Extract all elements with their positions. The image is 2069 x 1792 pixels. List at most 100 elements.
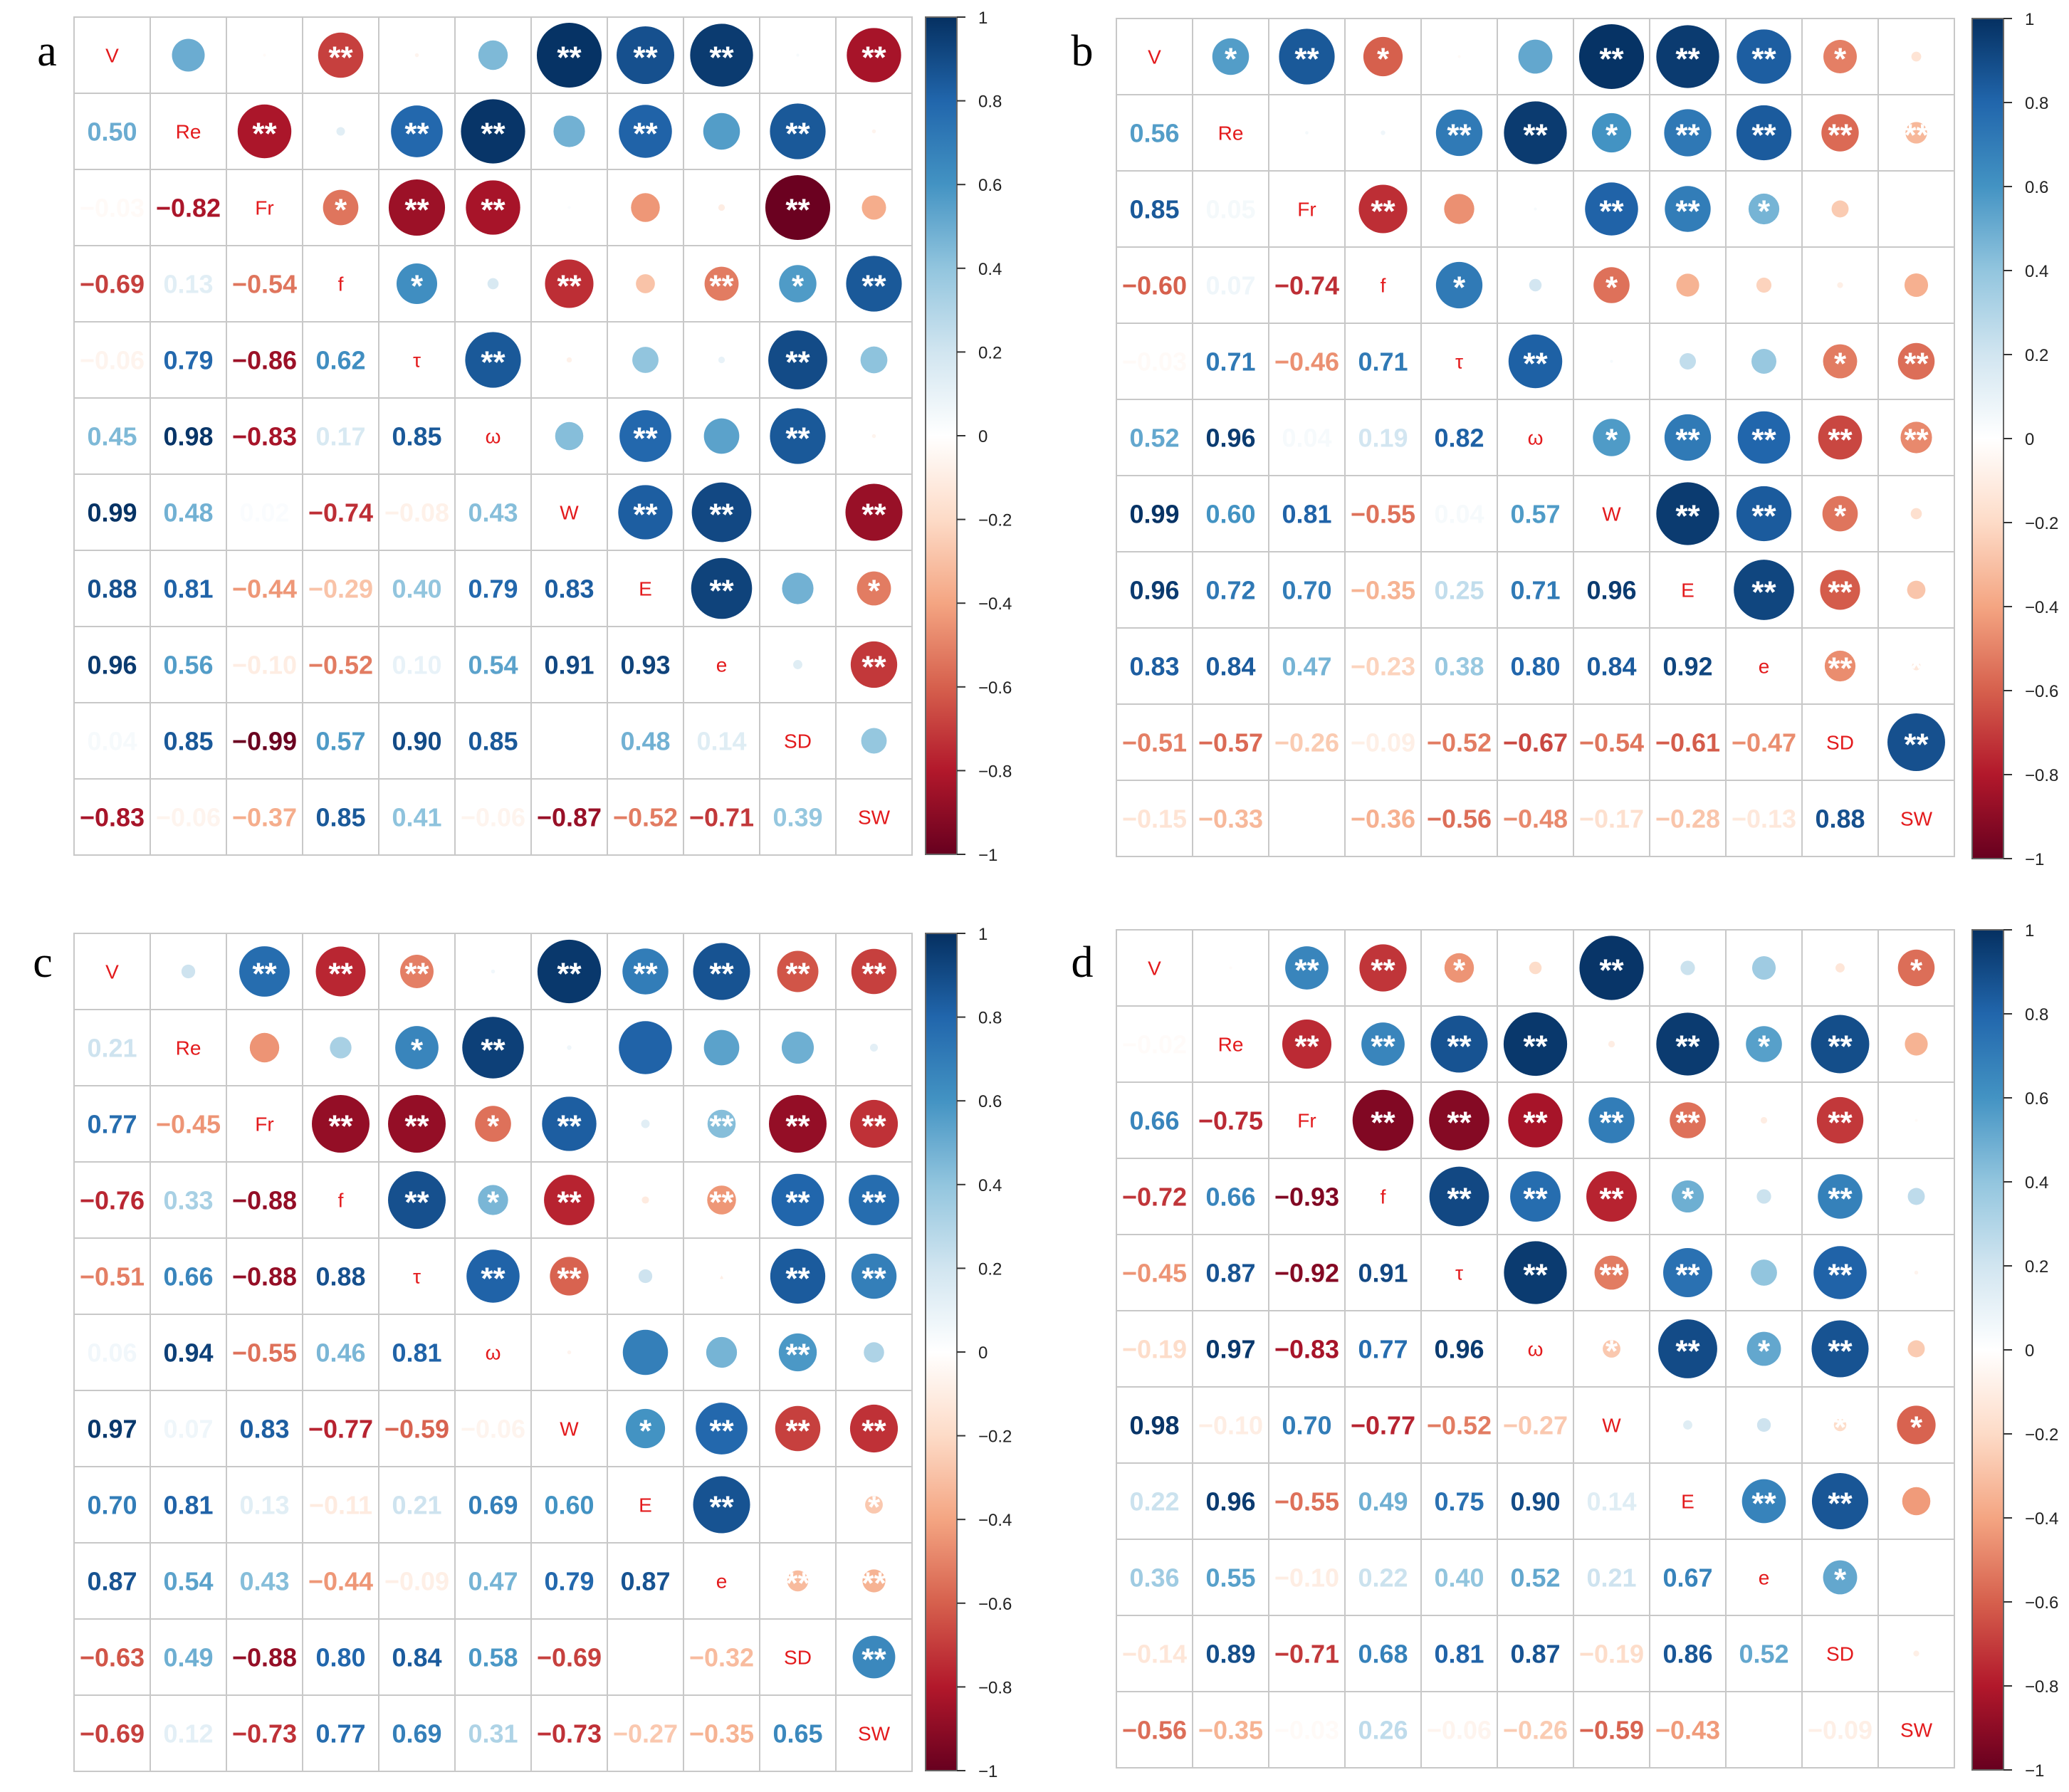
- correlation-value: 0.36: [1129, 1563, 1179, 1593]
- significance-mark: **: [1828, 1106, 1853, 1141]
- correlation-value: 0.87: [87, 1567, 137, 1596]
- significance-mark: *: [1682, 1182, 1695, 1217]
- correlation-value: −0.75: [1198, 1106, 1263, 1136]
- correlation-circle: [857, 571, 891, 606]
- significance-mark: **: [1828, 575, 1853, 610]
- correlation-circle: [553, 115, 585, 147]
- correlation-value: −0.43: [1655, 1716, 1720, 1745]
- correlation-value: 0.81: [163, 1491, 213, 1520]
- correlation-circle: [1751, 955, 1776, 980]
- correlation-circle: [718, 1273, 725, 1279]
- correlation-circle: [778, 1333, 817, 1372]
- correlation-value: −0.69: [80, 1719, 145, 1749]
- colorbar-tick-label: 0.4: [2025, 1173, 2048, 1193]
- correlation-value: 0.45: [87, 422, 137, 451]
- correlation-circle: [1664, 109, 1712, 157]
- correlation-circle: [1818, 1174, 1863, 1219]
- significance-mark: **: [1675, 423, 1700, 458]
- correlation-value: 0.71: [1510, 576, 1560, 605]
- correlation-value: −0.73: [232, 1719, 297, 1749]
- correlation-circle: [239, 946, 290, 997]
- correlation-circle: [781, 1031, 814, 1064]
- correlation-value: 0.60: [1205, 500, 1255, 529]
- correlation-circle: [395, 1026, 439, 1069]
- correlation-circle: [1457, 55, 1461, 58]
- correlation-circle: [1837, 282, 1843, 288]
- correlation-value: 0.65: [772, 1719, 822, 1749]
- correlation-circle: [391, 105, 443, 157]
- significance-mark: **: [633, 498, 658, 533]
- correlation-value: 0.62: [315, 346, 365, 375]
- correlation-value: 0.39: [772, 803, 822, 832]
- significance-mark: *: [1453, 271, 1466, 305]
- correlation-circle: [1305, 131, 1309, 135]
- correlation-value: −0.15: [1122, 805, 1187, 834]
- correlation-circle: [706, 1336, 738, 1368]
- diagonal-label: SD: [784, 1647, 812, 1669]
- correlation-value: −0.51: [1122, 728, 1187, 758]
- correlation-circle: [388, 1095, 446, 1153]
- colorbar-tick-label: −1: [978, 1762, 997, 1781]
- correlation-value: 0.87: [1510, 1640, 1560, 1669]
- correlation-circle: [861, 195, 886, 220]
- significance-mark: **: [1675, 1258, 1700, 1293]
- significance-mark: **: [1447, 1029, 1472, 1064]
- significance-mark: **: [1675, 42, 1700, 77]
- correlation-circle: [1680, 960, 1695, 975]
- correlation-value: −0.57: [1198, 728, 1263, 758]
- correlation-circle: [1279, 28, 1335, 85]
- correlation-value: −0.10: [1274, 1563, 1339, 1593]
- correlation-circle: [1671, 1180, 1704, 1213]
- panel-letter: c: [33, 938, 53, 987]
- correlation-circle: [1905, 1032, 1928, 1056]
- correlation-value: 0.83: [1129, 652, 1179, 681]
- correlation-circle: [172, 38, 205, 72]
- correlation-circle: [1664, 414, 1712, 461]
- correlation-value: 0.47: [1282, 652, 1331, 681]
- correlation-value: −0.69: [537, 1643, 602, 1672]
- correlation-circle: [1751, 1259, 1777, 1286]
- correlation-value: −0.87: [537, 803, 602, 832]
- significance-mark: **: [252, 957, 277, 992]
- significance-mark: **: [1675, 499, 1700, 534]
- colorbar-tick-label: −1: [2025, 850, 2044, 869]
- colorbar-tick-label: −1: [978, 846, 997, 865]
- correlation-circle: [181, 964, 196, 979]
- significance-mark: **: [1675, 1029, 1700, 1064]
- significance-mark: **: [404, 193, 429, 228]
- significance-mark: *: [792, 269, 805, 304]
- correlation-value: 0.22: [1358, 1563, 1408, 1593]
- diagonal-label: W: [560, 1418, 579, 1440]
- correlation-value: 0.46: [315, 1338, 365, 1368]
- correlation-circle: [787, 1570, 809, 1592]
- significance-mark: *: [868, 574, 881, 609]
- correlation-value: −0.36: [1351, 805, 1415, 834]
- significance-mark: **: [1523, 118, 1548, 153]
- correlation-value: −0.52: [308, 651, 373, 680]
- correlation-circle: [622, 948, 669, 995]
- correlation-circle: [462, 1017, 524, 1079]
- correlation-value: 0.26: [1358, 1716, 1408, 1745]
- colorbar-tick-label: 0.4: [2025, 262, 2048, 281]
- diagonal-label: τ: [413, 1266, 421, 1288]
- correlation-circle: [1608, 1040, 1615, 1048]
- significance-mark: **: [1675, 1334, 1700, 1369]
- correlation-value: −0.10: [1198, 1411, 1263, 1440]
- significance-mark: **: [1904, 423, 1929, 458]
- significance-mark: **: [1828, 1487, 1853, 1521]
- correlation-circle: [1897, 342, 1935, 380]
- panel-c: c V ** ** ** ** ** ** ** **0.21 Re * **0.77 −0.45 Fr **…: [33, 925, 1012, 1781]
- correlation-value: 0.83: [544, 575, 594, 604]
- significance-mark: *: [1758, 1029, 1771, 1064]
- correlation-circle: [1585, 182, 1638, 236]
- correlation-circle: [1746, 1331, 1781, 1366]
- correlation-value: 0.66: [163, 1262, 213, 1291]
- diagonal-label: E: [1681, 1491, 1695, 1513]
- correlation-circle: [1831, 200, 1849, 218]
- correlation-value: 0.14: [696, 727, 746, 756]
- correlation-circle: [1748, 193, 1780, 225]
- correlation-value: 0.31: [468, 1719, 518, 1749]
- correlation-value: 0.17: [315, 422, 365, 451]
- correlation-value: −0.11: [309, 1491, 372, 1520]
- correlation-circle: [388, 1171, 446, 1229]
